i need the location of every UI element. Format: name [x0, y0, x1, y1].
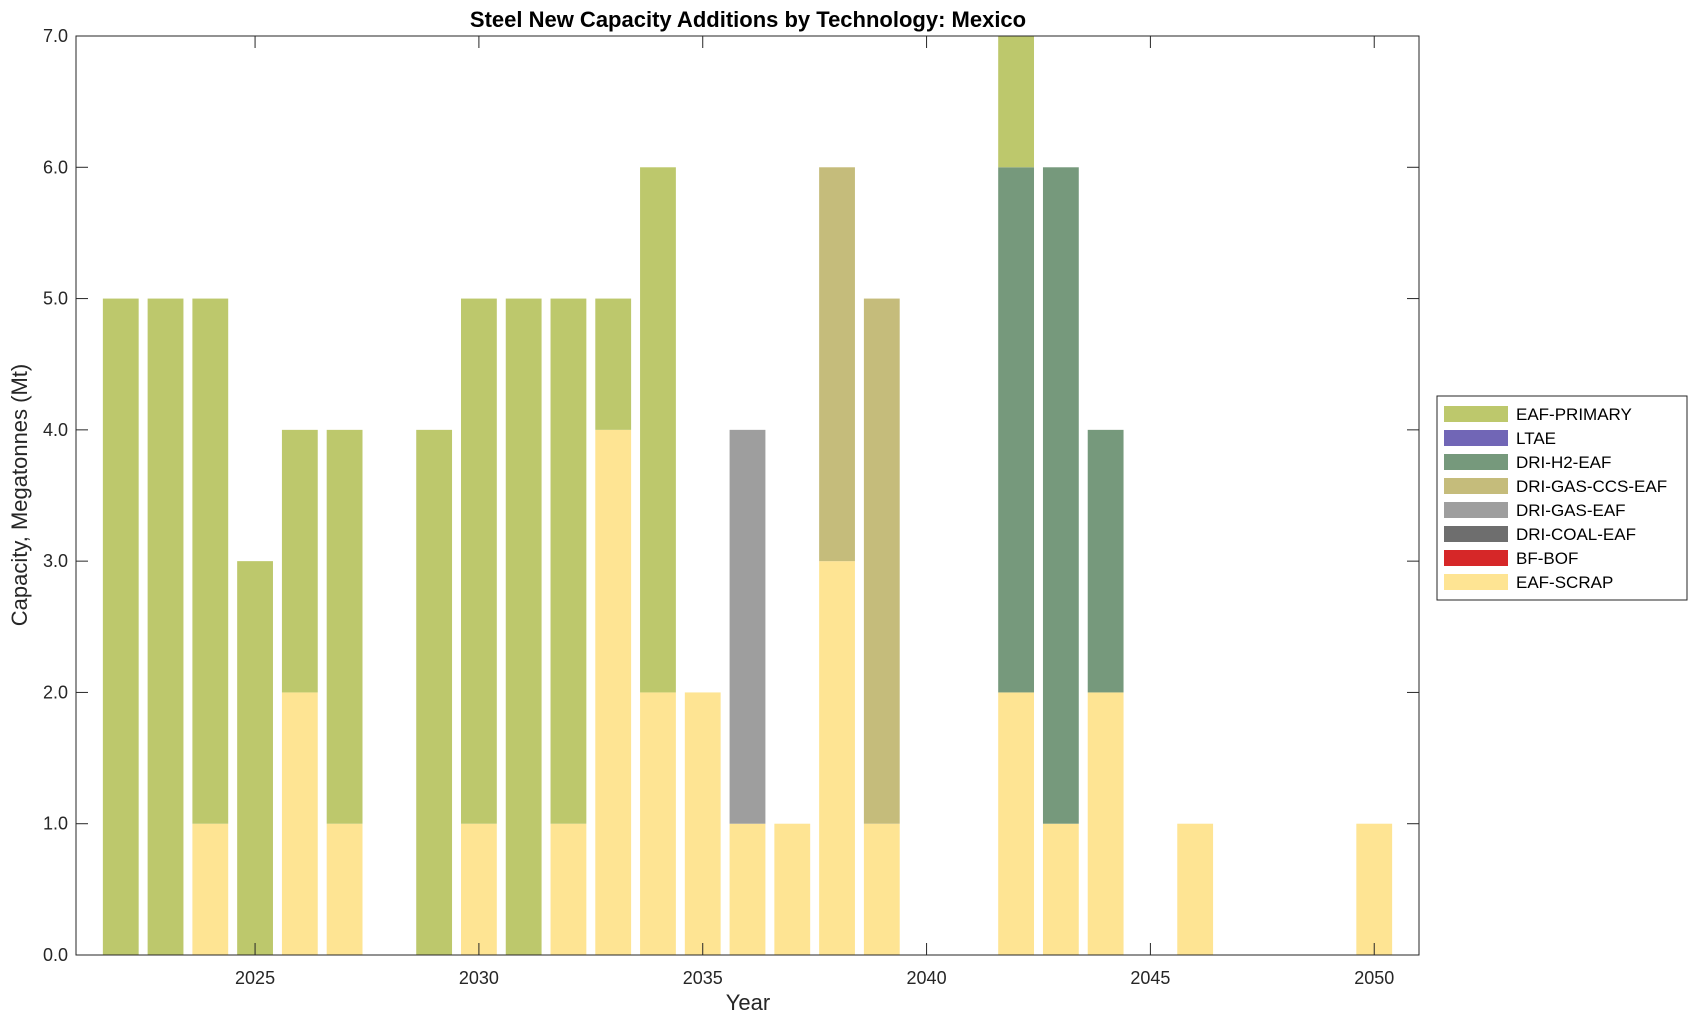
legend-label-bf-bof: BF-BOF — [1516, 549, 1578, 568]
y-tick-label: 5.0 — [43, 289, 68, 309]
bar-2038-eaf-scrap — [819, 561, 855, 955]
bar-2032-eaf-primary — [550, 298, 587, 824]
bar-2030-eaf-scrap — [460, 823, 497, 955]
legend-swatch-eaf-primary — [1444, 406, 1508, 422]
y-tick-label: 2.0 — [43, 682, 68, 702]
bar-2034-eaf-scrap — [640, 692, 676, 955]
bar-2043-eaf-scrap — [1042, 823, 1079, 955]
legend-label-eaf-primary: EAF-PRIMARY — [1516, 405, 1632, 424]
x-tick-label: 2040 — [907, 968, 947, 988]
bar-2042-eaf-scrap — [998, 692, 1035, 955]
legend-label-ltae: LTAE — [1516, 429, 1556, 448]
bar-2039-dri-gas-ccs-eaf — [863, 298, 900, 824]
bar-2024-eaf-scrap — [192, 823, 229, 955]
x-tick-label: 2035 — [683, 968, 723, 988]
y-axis-label: Capacity, Megatonnes (Mt) — [7, 364, 32, 626]
bar-2032-eaf-scrap — [550, 823, 587, 955]
bar-2026-eaf-primary — [281, 429, 318, 693]
x-tick-label: 2050 — [1354, 968, 1394, 988]
bar-2050-eaf-scrap — [1356, 823, 1393, 955]
bar-2044-dri-h2-eaf — [1087, 429, 1124, 693]
bar-2024-eaf-primary — [192, 298, 229, 824]
legend-swatch-dri-gas-eaf — [1444, 502, 1508, 518]
y-tick-label: 1.0 — [43, 814, 68, 834]
y-tick-label: 4.0 — [43, 420, 68, 440]
legend-box — [1436, 395, 1688, 601]
bar-2038-dri-gas-ccs-eaf — [819, 167, 855, 562]
bar-2029-eaf-primary — [416, 429, 453, 955]
bar-2044-eaf-scrap — [1087, 692, 1124, 955]
bar-2035-eaf-scrap — [684, 692, 721, 955]
legend-swatch-dri-gas-ccs-eaf — [1444, 478, 1508, 494]
bar-2043-dri-h2-eaf — [1042, 167, 1079, 824]
bar-2042-eaf-primary — [998, 36, 1035, 168]
bar-2039-eaf-scrap — [863, 823, 900, 955]
axes-group: 2025 2030 2035 2040 2045 2050 0.0 1.0 2.0 3.0 4.0 5… — [43, 26, 1420, 988]
bar-2026-eaf-scrap — [281, 692, 318, 955]
bar-2036-eaf-scrap — [729, 823, 766, 955]
x-tick-label: 2025 — [235, 968, 275, 988]
x-tick-label: 2045 — [1130, 968, 1170, 988]
bar-2036-dri-gas-eaf — [729, 429, 766, 824]
bar-2046-eaf-scrap — [1177, 823, 1214, 955]
y-tick-label: 0.0 — [43, 945, 68, 965]
bar-2025-eaf-primary — [237, 561, 273, 955]
bar-2023-eaf-primary — [147, 298, 184, 956]
bar-2027-eaf-primary — [326, 429, 363, 824]
y-tick-label: 7.0 — [43, 26, 68, 46]
legend-label-dri-h2-eaf: DRI-H2-EAF — [1516, 453, 1611, 472]
legend-label-dri-coal-eaf: DRI-COAL-EAF — [1516, 525, 1636, 544]
bar-2030-eaf-primary — [460, 298, 497, 824]
x-axis-label: Year — [726, 990, 770, 1015]
legend-swatch-ltae — [1444, 430, 1508, 446]
legend-swatch-dri-h2-eaf — [1444, 454, 1508, 470]
legend-label-dri-gas-eaf: DRI-GAS-EAF — [1516, 501, 1626, 520]
legend-label-eaf-scrap: EAF-SCRAP — [1516, 573, 1613, 592]
y-tick-label: 6.0 — [43, 157, 68, 177]
bar-2034-eaf-primary — [640, 167, 676, 693]
bar-2031-eaf-primary — [505, 298, 542, 956]
bar-2037-eaf-scrap — [774, 823, 811, 955]
legend-swatch-dri-coal-eaf — [1444, 526, 1508, 542]
legend: EAF-PRIMARY LTAE DRI-H2-EAF DRI-GAS-CCS-EAF… — [1436, 395, 1688, 601]
legend-label-dri-gas-ccs-eaf: DRI-GAS-CCS-EAF — [1516, 477, 1667, 496]
bar-2042-dri-h2-eaf — [998, 167, 1035, 693]
bar-2022-eaf-primary — [102, 298, 139, 956]
bar-2027-eaf-scrap — [326, 823, 363, 955]
bars-group — [102, 36, 1393, 956]
plot-area-frame — [75, 35, 1420, 956]
bar-2033-eaf-primary — [595, 298, 632, 430]
x-tick-label: 2030 — [459, 968, 499, 988]
chart-title: Steel New Capacity Additions by Technolo… — [470, 7, 1026, 32]
legend-swatch-eaf-scrap — [1444, 574, 1508, 590]
legend-swatch-bf-bof — [1444, 550, 1508, 566]
y-tick-label: 3.0 — [43, 551, 68, 571]
bar-2033-eaf-scrap — [595, 429, 632, 955]
